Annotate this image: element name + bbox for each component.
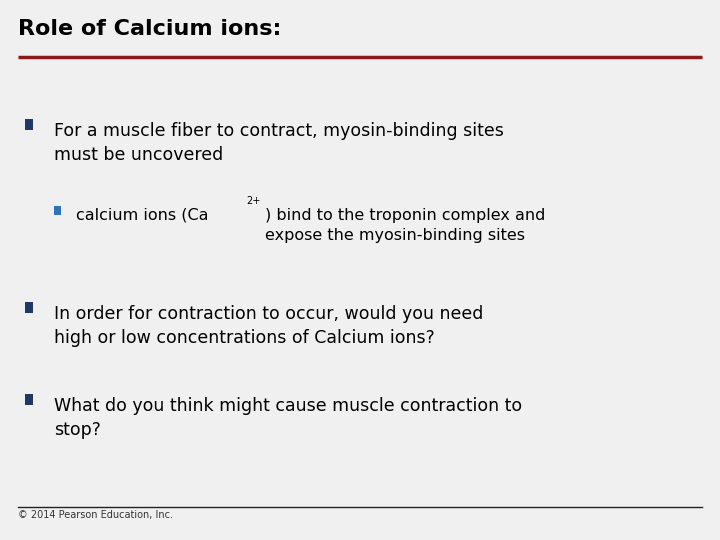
Text: Role of Calcium ions:: Role of Calcium ions: xyxy=(18,19,282,39)
Text: © 2014 Pearson Education, Inc.: © 2014 Pearson Education, Inc. xyxy=(18,510,173,521)
Text: 2+: 2+ xyxy=(246,196,261,206)
Text: In order for contraction to occur, would you need
high or low concentrations of : In order for contraction to occur, would… xyxy=(54,305,483,347)
Bar xyxy=(25,302,33,313)
Bar xyxy=(54,206,60,215)
Bar xyxy=(25,394,33,405)
Text: What do you think might cause muscle contraction to
stop?: What do you think might cause muscle con… xyxy=(54,397,522,439)
Text: ) bind to the troponin complex and
expose the myosin-binding sites: ) bind to the troponin complex and expos… xyxy=(265,208,546,244)
Bar xyxy=(25,119,33,130)
Text: calcium ions (Ca: calcium ions (Ca xyxy=(76,208,208,223)
Text: For a muscle fiber to contract, myosin-binding sites
must be uncovered: For a muscle fiber to contract, myosin-b… xyxy=(54,122,504,164)
